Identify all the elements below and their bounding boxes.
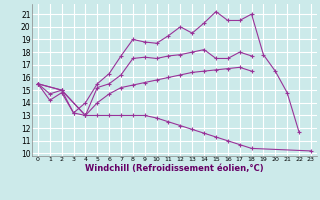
X-axis label: Windchill (Refroidissement éolien,°C): Windchill (Refroidissement éolien,°C) xyxy=(85,164,264,173)
